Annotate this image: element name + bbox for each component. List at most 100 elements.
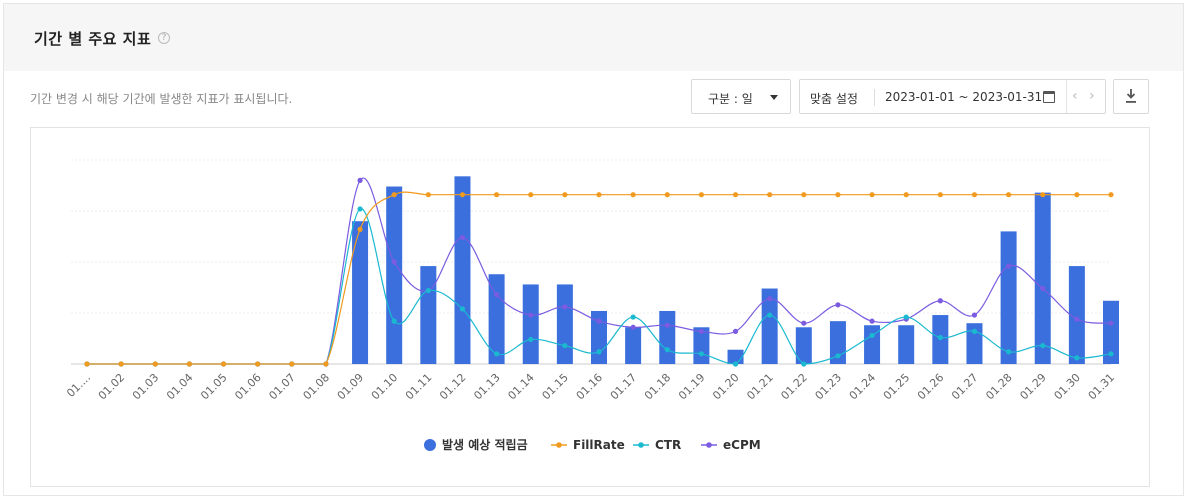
legend-bar[interactable]: 발생 예상 적립금 [424,437,528,452]
fillrate-point[interactable] [528,192,534,198]
ecpm-point[interactable] [494,292,500,298]
calendar-icon[interactable] [1043,91,1055,103]
ecpm-point[interactable] [391,259,397,265]
ecpm-point[interactable] [459,234,466,241]
ctr-point[interactable] [357,206,363,212]
ecpm-point[interactable] [937,298,943,304]
legend-fillrate[interactable]: FillRate [551,438,625,452]
fillrate-point[interactable] [698,192,705,198]
download-button[interactable] [1113,79,1149,114]
fillrate-point[interactable] [835,192,841,198]
ctr-point[interactable] [494,351,500,357]
legend-ctr[interactable]: CTR [633,438,681,452]
ecpm-point[interactable] [1074,316,1080,322]
fillrate-point[interactable] [425,192,431,198]
date-range-picker[interactable]: 맞춤 설정 2023-01-01 ~ 2023-01-31 ‹ › [799,79,1106,114]
ctr-point[interactable] [630,314,636,320]
ecpm-point[interactable] [562,304,568,310]
fillrate-point[interactable] [630,192,636,198]
bar[interactable] [1034,192,1051,364]
ecpm-point[interactable] [528,312,534,318]
ctr-point[interactable] [1074,355,1080,361]
ctr-point[interactable] [767,312,773,318]
fillrate-point[interactable] [562,192,568,198]
bar[interactable] [488,274,505,364]
bar[interactable] [352,221,369,364]
legend-ecpm[interactable]: eCPM [701,438,761,452]
fillrate-point[interactable] [289,361,295,367]
bar[interactable] [1068,266,1085,364]
ecpm-point[interactable] [801,320,807,326]
bar[interactable] [591,310,607,364]
ecpm-point[interactable] [664,322,670,328]
ecpm-point[interactable] [869,318,875,324]
ctr-point[interactable] [971,328,978,334]
ctr-point[interactable] [1040,343,1046,349]
ctr-point[interactable] [391,318,397,324]
period-unit-select[interactable]: 구분 : 일 [691,79,791,114]
fillrate-point[interactable] [1006,192,1012,198]
fillrate-point[interactable] [152,361,158,367]
ctr-point[interactable] [903,314,909,320]
bar[interactable] [1000,231,1017,364]
fillrate-point[interactable] [801,192,807,198]
fillrate-point[interactable] [1040,192,1046,198]
fillrate-point[interactable] [357,226,363,232]
fillrate-point[interactable] [255,361,261,367]
bar[interactable] [898,325,915,364]
chevron-left-icon[interactable]: ‹ [1072,88,1078,104]
ctr-point[interactable] [528,336,534,343]
bar[interactable] [1103,300,1119,364]
ecpm-point[interactable] [971,312,978,318]
ecpm-point[interactable] [767,296,773,302]
ctr-point[interactable] [459,306,466,312]
fillrate-point[interactable] [494,192,500,198]
ctr-point[interactable] [869,332,875,339]
chevron-right-icon[interactable]: › [1089,88,1095,104]
bar[interactable] [625,327,642,364]
ctr-point[interactable] [801,361,807,367]
ctr-point[interactable] [698,351,705,357]
help-icon[interactable]: ? [158,32,170,44]
ecpm-point[interactable] [835,302,841,308]
fillrate-point[interactable] [869,192,875,198]
ctr-point[interactable] [425,287,431,294]
ecpm-point[interactable] [698,328,705,334]
ctr-point[interactable] [664,347,670,353]
ecpm-point[interactable] [732,328,739,334]
ecpm-point[interactable] [1040,285,1046,292]
ctr-point[interactable] [1006,349,1012,355]
ctr-point[interactable] [596,349,602,355]
ecpm-point[interactable] [357,177,363,183]
fillrate-point[interactable] [937,192,943,198]
fillrate-point[interactable] [118,361,124,367]
bar[interactable] [522,284,539,364]
ecpm-point[interactable] [596,318,602,324]
fillrate-point[interactable] [1108,192,1114,198]
fillrate-point[interactable] [459,192,466,198]
ctr-point[interactable] [1108,351,1114,357]
fillrate-point[interactable] [903,192,909,198]
bar[interactable] [386,186,403,364]
bar[interactable] [795,327,812,364]
fillrate-point[interactable] [971,192,978,198]
fillrate-point[interactable] [1074,192,1080,198]
ctr-point[interactable] [937,334,943,341]
bar[interactable] [864,325,881,364]
ecpm-point[interactable] [630,324,636,330]
ctr-point[interactable] [835,353,841,359]
fillrate-point[interactable] [732,192,739,198]
fillrate-point[interactable] [220,361,227,367]
ctr-point[interactable] [732,361,739,367]
ctr-point[interactable] [562,343,568,349]
bar[interactable] [420,266,437,364]
ecpm-point[interactable] [1108,320,1114,326]
fillrate-point[interactable] [323,361,329,367]
fillrate-point[interactable] [767,192,773,198]
fillrate-point[interactable] [84,361,90,367]
bar[interactable] [556,284,573,364]
date-preset-label[interactable]: 맞춤 설정 [810,92,858,106]
date-range-value[interactable]: 2023-01-01 ~ 2023-01-31 [885,90,1043,104]
fillrate-point[interactable] [596,192,602,198]
ecpm-point[interactable] [1006,263,1012,269]
